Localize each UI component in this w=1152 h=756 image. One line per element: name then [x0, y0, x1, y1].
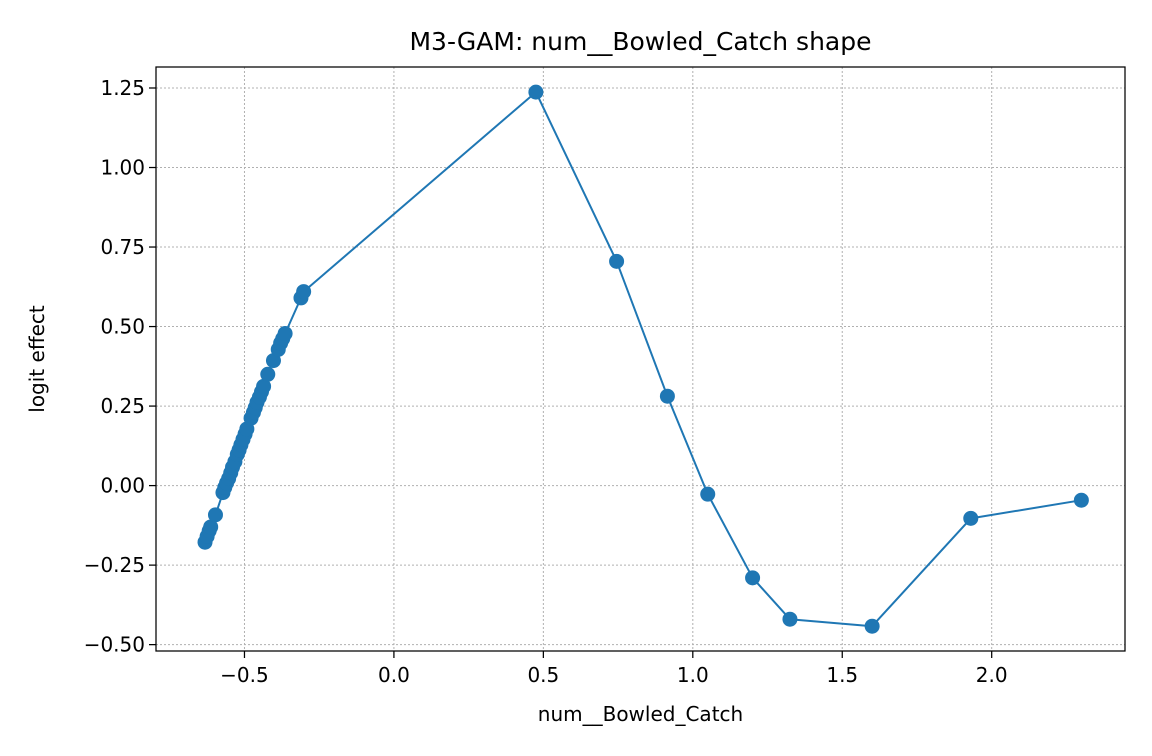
y-tick-label: −0.50 [84, 633, 145, 657]
data-point [609, 253, 625, 269]
data-point [963, 510, 979, 526]
y-tick-label: 0.00 [100, 474, 145, 498]
x-tick-label: 2.0 [976, 663, 1008, 687]
data-point [659, 388, 675, 404]
data-point [260, 366, 276, 382]
y-tick-label: 0.75 [100, 235, 145, 259]
data-point [864, 618, 880, 634]
x-tick-label: −0.5 [220, 663, 269, 687]
y-axis-label: logit effect [25, 305, 49, 413]
data-point [256, 378, 272, 394]
chart-title: M3-GAM: num__Bowled_Catch shape [409, 27, 871, 56]
data-point [782, 611, 798, 627]
data-point [207, 507, 223, 523]
x-axis-ticks: −0.5 0.0 0.5 1.0 1.5 2.0 [220, 651, 1008, 687]
data-points [197, 84, 1089, 634]
data-point [1073, 492, 1089, 508]
x-tick-label: 1.5 [826, 663, 858, 687]
grid [156, 67, 1125, 651]
x-tick-label: 0.5 [527, 663, 559, 687]
data-point [296, 284, 312, 300]
x-tick-label: 0.0 [378, 663, 410, 687]
y-tick-label: −0.25 [84, 553, 145, 577]
y-tick-label: 1.25 [100, 76, 145, 100]
x-axis-label: num__Bowled_Catch [538, 702, 743, 726]
data-point [528, 84, 544, 100]
x-tick-label: 1.0 [677, 663, 709, 687]
data-point [203, 519, 219, 535]
y-axis-ticks: −0.50 −0.25 0.00 0.25 0.50 0.75 1.00 1.25 [84, 76, 156, 657]
y-tick-label: 0.50 [100, 315, 145, 339]
data-point [700, 486, 716, 502]
y-tick-label: 1.00 [100, 156, 145, 180]
data-point [745, 570, 761, 586]
data-point [277, 326, 293, 342]
y-tick-label: 0.25 [100, 394, 145, 418]
plot-area-frame [155, 66, 1126, 652]
